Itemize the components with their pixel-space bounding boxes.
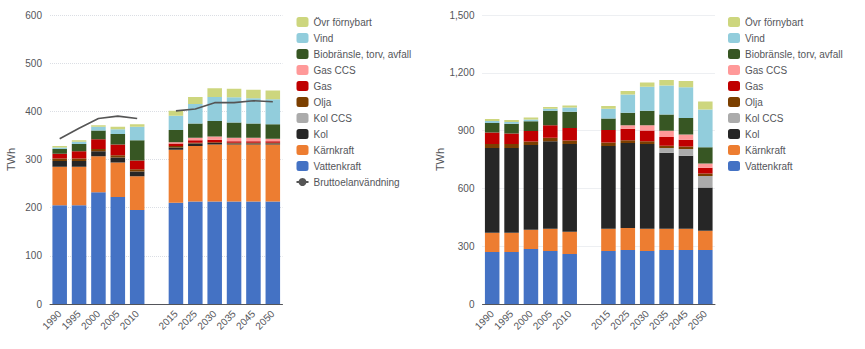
svg-text:TWh: TWh (434, 148, 446, 171)
svg-text:1995: 1995 (59, 308, 83, 332)
svg-text:Gas: Gas (745, 81, 763, 92)
svg-text:200: 200 (25, 202, 42, 213)
svg-text:Biobränsle, torv, avfall: Biobränsle, torv, avfall (314, 49, 412, 60)
svg-text:1990: 1990 (473, 308, 497, 332)
svg-text:300: 300 (458, 241, 475, 252)
svg-text:0: 0 (469, 299, 475, 310)
svg-text:2045: 2045 (666, 308, 690, 332)
svg-text:Gas CCS: Gas CCS (745, 65, 788, 76)
svg-text:1,200: 1,200 (449, 67, 474, 78)
svg-text:2010: 2010 (118, 308, 142, 332)
svg-text:Vattenkraft: Vattenkraft (314, 161, 362, 172)
svg-text:100: 100 (25, 250, 42, 261)
svg-text:Olja: Olja (314, 97, 332, 108)
svg-text:Övr förnybart: Övr förnybart (314, 17, 373, 28)
svg-text:1,500: 1,500 (449, 10, 474, 21)
svg-text:Gas CCS: Gas CCS (314, 65, 357, 76)
svg-text:Kol: Kol (314, 129, 328, 140)
svg-text:2000: 2000 (511, 308, 535, 332)
svg-text:2000: 2000 (79, 308, 103, 332)
svg-text:500: 500 (25, 58, 42, 69)
svg-text:2015: 2015 (156, 308, 180, 332)
svg-text:Vattenkraft: Vattenkraft (745, 161, 793, 172)
svg-text:2045: 2045 (234, 308, 258, 332)
svg-text:2035: 2035 (647, 308, 671, 332)
svg-text:600: 600 (458, 183, 475, 194)
svg-text:2025: 2025 (608, 308, 632, 332)
svg-text:2050: 2050 (686, 308, 710, 332)
svg-text:2030: 2030 (628, 308, 652, 332)
svg-text:Vind: Vind (314, 33, 334, 44)
svg-text:Olja: Olja (745, 97, 763, 108)
svg-text:Kol: Kol (745, 129, 759, 140)
svg-text:600: 600 (25, 10, 42, 21)
svg-text:2030: 2030 (195, 308, 219, 332)
svg-text:1995: 1995 (492, 308, 516, 332)
svg-text:Kol CCS: Kol CCS (745, 113, 784, 124)
svg-text:Vind: Vind (745, 33, 765, 44)
svg-text:Kol CCS: Kol CCS (314, 113, 353, 124)
svg-text:2025: 2025 (176, 308, 200, 332)
svg-text:Bruttoelanvändning: Bruttoelanvändning (314, 177, 400, 188)
svg-text:300: 300 (25, 154, 42, 165)
svg-text:2050: 2050 (253, 308, 277, 332)
svg-text:TWh: TWh (5, 148, 17, 171)
svg-text:2005: 2005 (98, 308, 122, 332)
svg-text:2015: 2015 (589, 308, 613, 332)
svg-text:900: 900 (458, 125, 475, 136)
svg-text:Kärnkraft: Kärnkraft (314, 145, 355, 156)
svg-text:2010: 2010 (550, 308, 574, 332)
svg-text:2035: 2035 (214, 308, 238, 332)
svg-text:2005: 2005 (531, 308, 555, 332)
svg-text:Gas: Gas (314, 81, 332, 92)
svg-text:0: 0 (36, 299, 42, 310)
svg-text:Kärnkraft: Kärnkraft (745, 145, 786, 156)
svg-text:1990: 1990 (40, 308, 64, 332)
svg-text:Övr förnybart: Övr förnybart (745, 17, 804, 28)
svg-text:400: 400 (25, 106, 42, 117)
svg-text:Biobränsle, torv, avfall: Biobränsle, torv, avfall (745, 49, 843, 60)
